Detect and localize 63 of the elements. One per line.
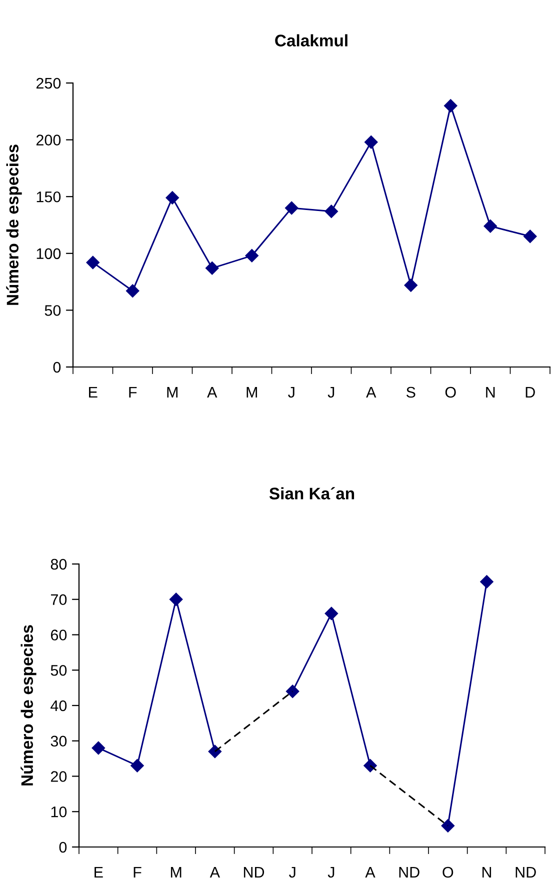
point [324, 606, 338, 620]
chart-title: Calakmul [275, 34, 348, 46]
x-tick-label: M [246, 387, 257, 398]
y-tick-label: 0 [59, 842, 67, 853]
y-tick-label: 80 [50, 558, 67, 570]
point [324, 204, 338, 218]
x-tick-label: J [288, 387, 294, 398]
x-tick-label: A [366, 387, 376, 398]
y-tick-label: 30 [50, 736, 67, 747]
point [444, 99, 458, 112]
x-tick-label: J [289, 867, 296, 878]
y-tick-label: 50 [50, 664, 67, 676]
x-tick-label: J [328, 387, 334, 398]
y-tick-label: 200 [36, 134, 61, 146]
point [524, 230, 537, 243]
point [480, 575, 494, 588]
point [364, 135, 378, 149]
point [286, 684, 300, 698]
x-tick-label: S [406, 386, 416, 398]
point [285, 201, 298, 215]
y-tick-label: 0 [53, 362, 61, 373]
y-tick-label: 150 [36, 191, 61, 202]
point [206, 262, 219, 275]
point [484, 220, 497, 233]
x-tick-label: O [442, 866, 454, 878]
y-tick-label: 50 [44, 305, 61, 316]
y-tick-label: 70 [50, 594, 67, 606]
y-axis-title: Número de especies [6, 144, 22, 305]
x-tick-label: ND [244, 867, 264, 878]
x-tick-label: N [486, 387, 495, 398]
chart-title: Sian Ka´an [269, 487, 354, 500]
point [169, 592, 183, 606]
point [245, 249, 258, 262]
x-tick-label: A [207, 387, 218, 398]
point [404, 278, 418, 292]
point [126, 284, 140, 298]
y-tick-label: 40 [50, 700, 67, 712]
x-tick-label: M [167, 387, 178, 398]
x-tick-label: M [170, 867, 182, 878]
y-tick-label: 10 [51, 806, 67, 818]
point [166, 191, 179, 204]
point [364, 759, 377, 772]
x-tick-label: J [328, 867, 334, 878]
x-tick-label: ND [399, 867, 420, 878]
x-tick-label: F [134, 867, 142, 878]
y-tick-label: 60 [50, 630, 67, 640]
point [92, 741, 106, 755]
x-tick-label: F [129, 387, 137, 398]
point [86, 256, 100, 270]
x-tick-label: O [445, 386, 456, 398]
x-tick-label: N [482, 867, 492, 878]
y-tick-label: 20 [50, 771, 67, 782]
x-tick-label: D [526, 387, 535, 398]
point [441, 819, 455, 832]
point [130, 759, 144, 772]
x-tick-label: ND [516, 867, 536, 878]
y-tick-label: 250 [36, 78, 61, 89]
x-tick-label: E [89, 387, 98, 398]
x-tick-label: A [210, 867, 220, 878]
y-tick-label: 100 [36, 248, 61, 260]
y-axis-title: Número de especies [20, 625, 36, 786]
x-tick-label: E [94, 867, 103, 878]
x-tick-label: A [365, 867, 376, 878]
